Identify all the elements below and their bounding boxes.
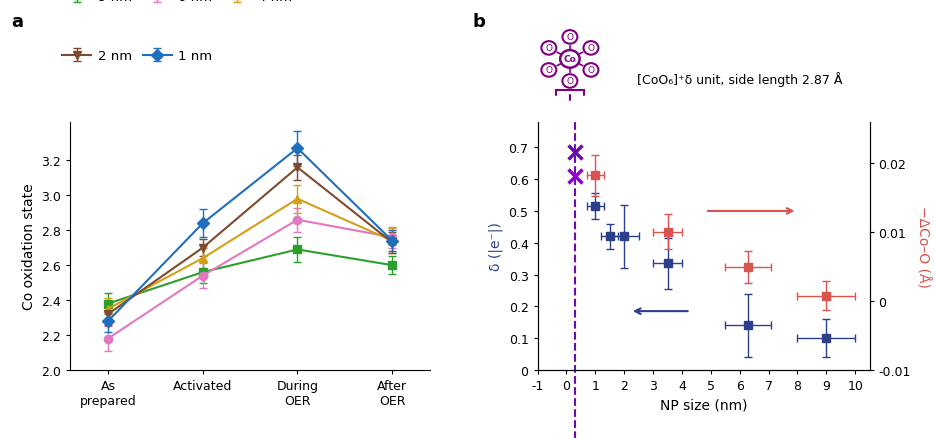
Y-axis label: −ΔCo–O (Å): −ΔCo–O (Å) (916, 205, 930, 287)
Text: O: O (567, 33, 573, 42)
Text: O: O (567, 77, 573, 86)
Circle shape (560, 51, 580, 69)
Text: O: O (587, 66, 595, 75)
Circle shape (583, 42, 598, 56)
Text: Co: Co (564, 55, 576, 64)
Circle shape (583, 64, 598, 78)
Y-axis label: Co oxidation state: Co oxidation state (22, 183, 36, 310)
Legend: 2 nm, 1 nm: 2 nm, 1 nm (63, 50, 212, 63)
Text: O: O (545, 66, 553, 75)
Y-axis label: δ (|e⁻|): δ (|e⁻|) (489, 222, 503, 271)
Text: a: a (11, 13, 23, 31)
Text: O: O (587, 44, 595, 53)
Text: [CoO₆]⁺δ unit, side length 2.87 Å: [CoO₆]⁺δ unit, side length 2.87 Å (638, 72, 842, 87)
Circle shape (563, 31, 578, 45)
Circle shape (563, 75, 578, 88)
Circle shape (541, 64, 556, 78)
Circle shape (541, 42, 556, 56)
Text: b: b (472, 13, 485, 31)
Text: O: O (545, 44, 553, 53)
X-axis label: NP size (nm): NP size (nm) (660, 398, 747, 412)
